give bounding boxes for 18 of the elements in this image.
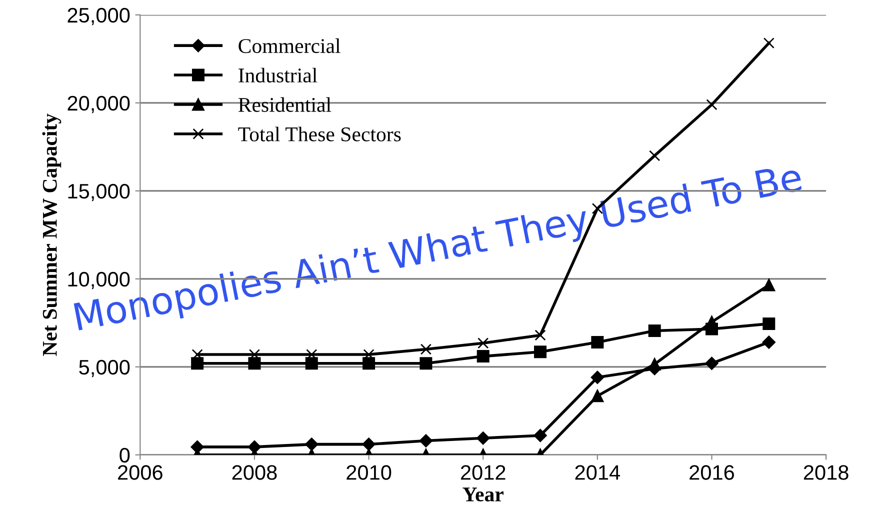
x-tick-label: 2014: [575, 465, 620, 480]
x-tick-label: 2010: [346, 465, 392, 480]
legend-label: Commercial: [238, 38, 340, 54]
legend-label: Residential: [238, 97, 332, 112]
legend-label: Total These Sectors: [238, 126, 401, 142]
x-tick-label: 2012: [460, 465, 506, 480]
x-axis-title: Year: [462, 488, 504, 502]
x-tick-label: 2018: [804, 465, 848, 480]
y-tick-label: 0: [120, 448, 130, 463]
x-tick-label: 2006: [118, 465, 162, 480]
x-tick-label: 2008: [232, 465, 277, 480]
y-tick-label: 5,000: [79, 360, 130, 378]
y-tick-label: 15,000: [68, 184, 130, 202]
legend-label: Industrial: [238, 68, 318, 83]
x-tick-label: 2016: [690, 465, 734, 480]
y-tick-label: 25,000: [68, 8, 130, 26]
y-axis-title: Net Summer MW Capacity: [42, 114, 62, 356]
y-tick-label: 20,000: [68, 96, 130, 114]
